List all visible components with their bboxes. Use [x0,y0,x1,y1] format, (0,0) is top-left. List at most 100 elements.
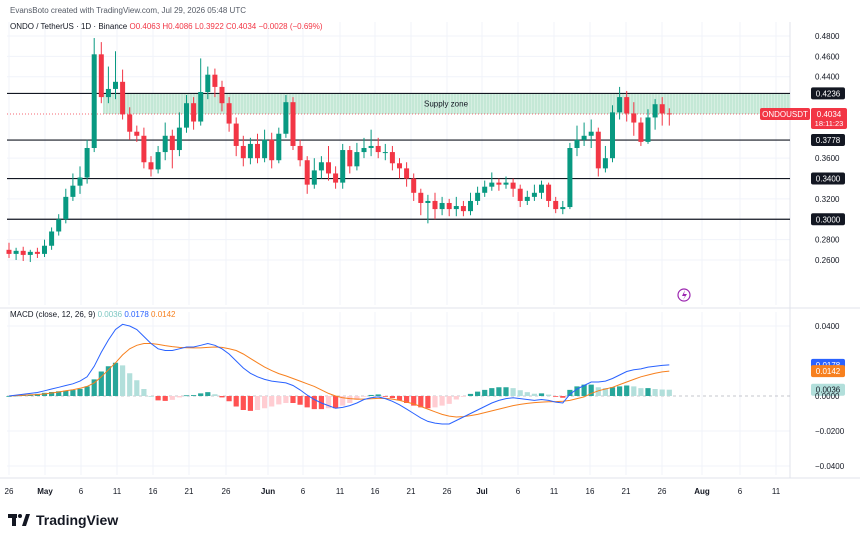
candle-body [127,114,133,132]
candle-body [361,148,367,153]
brand-name: TradingView [36,512,119,528]
macd-histogram-bar [489,388,495,396]
macd-histogram-bar [581,384,587,396]
macd-histogram-bar [652,389,658,396]
macd-histogram-bar [226,396,232,402]
candle-body [155,152,161,170]
candle-body [418,192,424,203]
macd-histogram-bar [148,396,154,397]
candle-body [247,143,253,159]
level-label-box [811,213,845,226]
macd-histogram-bar [112,362,119,396]
time-tick-label: 11 [550,487,559,496]
time-tick-label: 21 [185,487,194,496]
macd-histogram-bar [574,386,580,396]
macd-histogram-bar [91,379,97,396]
macd-histogram-bar [134,380,140,396]
time-tick-label: 11 [772,487,781,496]
macd-histogram-bar [333,396,339,409]
signal-value-label: 0.0142 [816,367,841,376]
candle-body [212,74,218,87]
macd-histogram-bar [254,396,261,410]
symbol-tag-box [760,107,810,120]
candle-body [652,104,658,118]
macd-histogram-bar [546,394,552,396]
level-label: 0.3778 [816,136,841,145]
macd-histogram-bar [198,393,204,396]
macd-histogram-bar [219,396,225,398]
candle-body [602,158,608,169]
macd-histogram-bar [212,394,218,396]
candle-body [240,145,246,159]
macd-histogram-bar [609,387,616,396]
candle-body [311,170,317,185]
time-tick-label: 26 [5,487,14,496]
macd-histogram-bar [98,371,104,396]
level-label: 0.4236 [816,89,841,98]
time-tick-label: 21 [407,487,416,496]
candle-body [382,152,388,154]
macd-histogram-bar [560,396,566,398]
candle-body [553,200,559,210]
price-tick-label: 0.2800 [815,236,840,245]
macd-histogram-bar [262,396,268,409]
candle-body [226,103,232,124]
macd-histogram-bar [617,386,623,396]
macd-histogram-bar [70,390,76,396]
candle-body [283,102,289,134]
macd-tick-label: 0.0400 [815,322,840,331]
macd-histogram-bar [283,396,289,403]
candle-body [510,182,516,189]
candle-body [439,202,445,210]
candle-body [354,152,360,167]
macd-histogram-bar [269,396,275,407]
countdown-label: 18:11:23 [815,119,844,128]
candle-body [595,131,601,169]
macd-histogram-bar [446,396,452,404]
time-tick-label: May [37,487,53,496]
candle-body [233,123,239,146]
symbol-label[interactable]: ONDO / TetherUS · 1D · Binance [10,22,128,31]
time-tick-label: 11 [336,487,345,496]
candle-body [517,188,523,201]
candle-body [290,102,296,146]
credit-text: EvansBoto created with TradingView.com, … [10,6,246,15]
macd-histogram-bar [297,396,303,405]
macd-histogram-bar [453,396,459,400]
candle-body [98,54,104,98]
candle-body [191,103,197,122]
candle-body [638,122,644,142]
candle-body [326,162,331,174]
level-label-box [811,134,845,147]
candle-body [333,173,339,183]
time-tick-label: 21 [622,487,631,496]
candle-body [425,200,431,203]
macd-histogram-bar [340,396,346,406]
macd-histogram-bar [666,389,672,396]
time-tick-label: 26 [443,487,452,496]
candle-body [624,97,630,114]
macd-legend[interactable]: MACD (close, 12, 26, 9) 0.0036 0.0178 0.… [10,310,175,319]
candle-body [20,250,26,255]
macd-histogram-bar [49,391,55,396]
tradingview-logo[interactable]: TradingView [8,512,118,528]
macd-histogram-bar [475,391,481,396]
candle-body [91,54,97,149]
macd-histogram-bar [503,387,509,396]
candle-body [531,192,537,197]
level-label-box [811,172,845,185]
candle-body [659,104,665,114]
macd-histogram-bar [467,393,474,396]
macd-histogram-bar [361,396,367,397]
time-tick-label: 16 [149,487,158,496]
macd-histogram-bar [304,396,310,408]
candle-body [567,148,573,208]
candle-body [184,103,189,128]
lightning-icon [677,288,691,302]
price-tick-label: 0.2600 [815,256,840,265]
candle-body [27,251,33,255]
candle-body [105,88,111,98]
candle-body [84,148,90,178]
